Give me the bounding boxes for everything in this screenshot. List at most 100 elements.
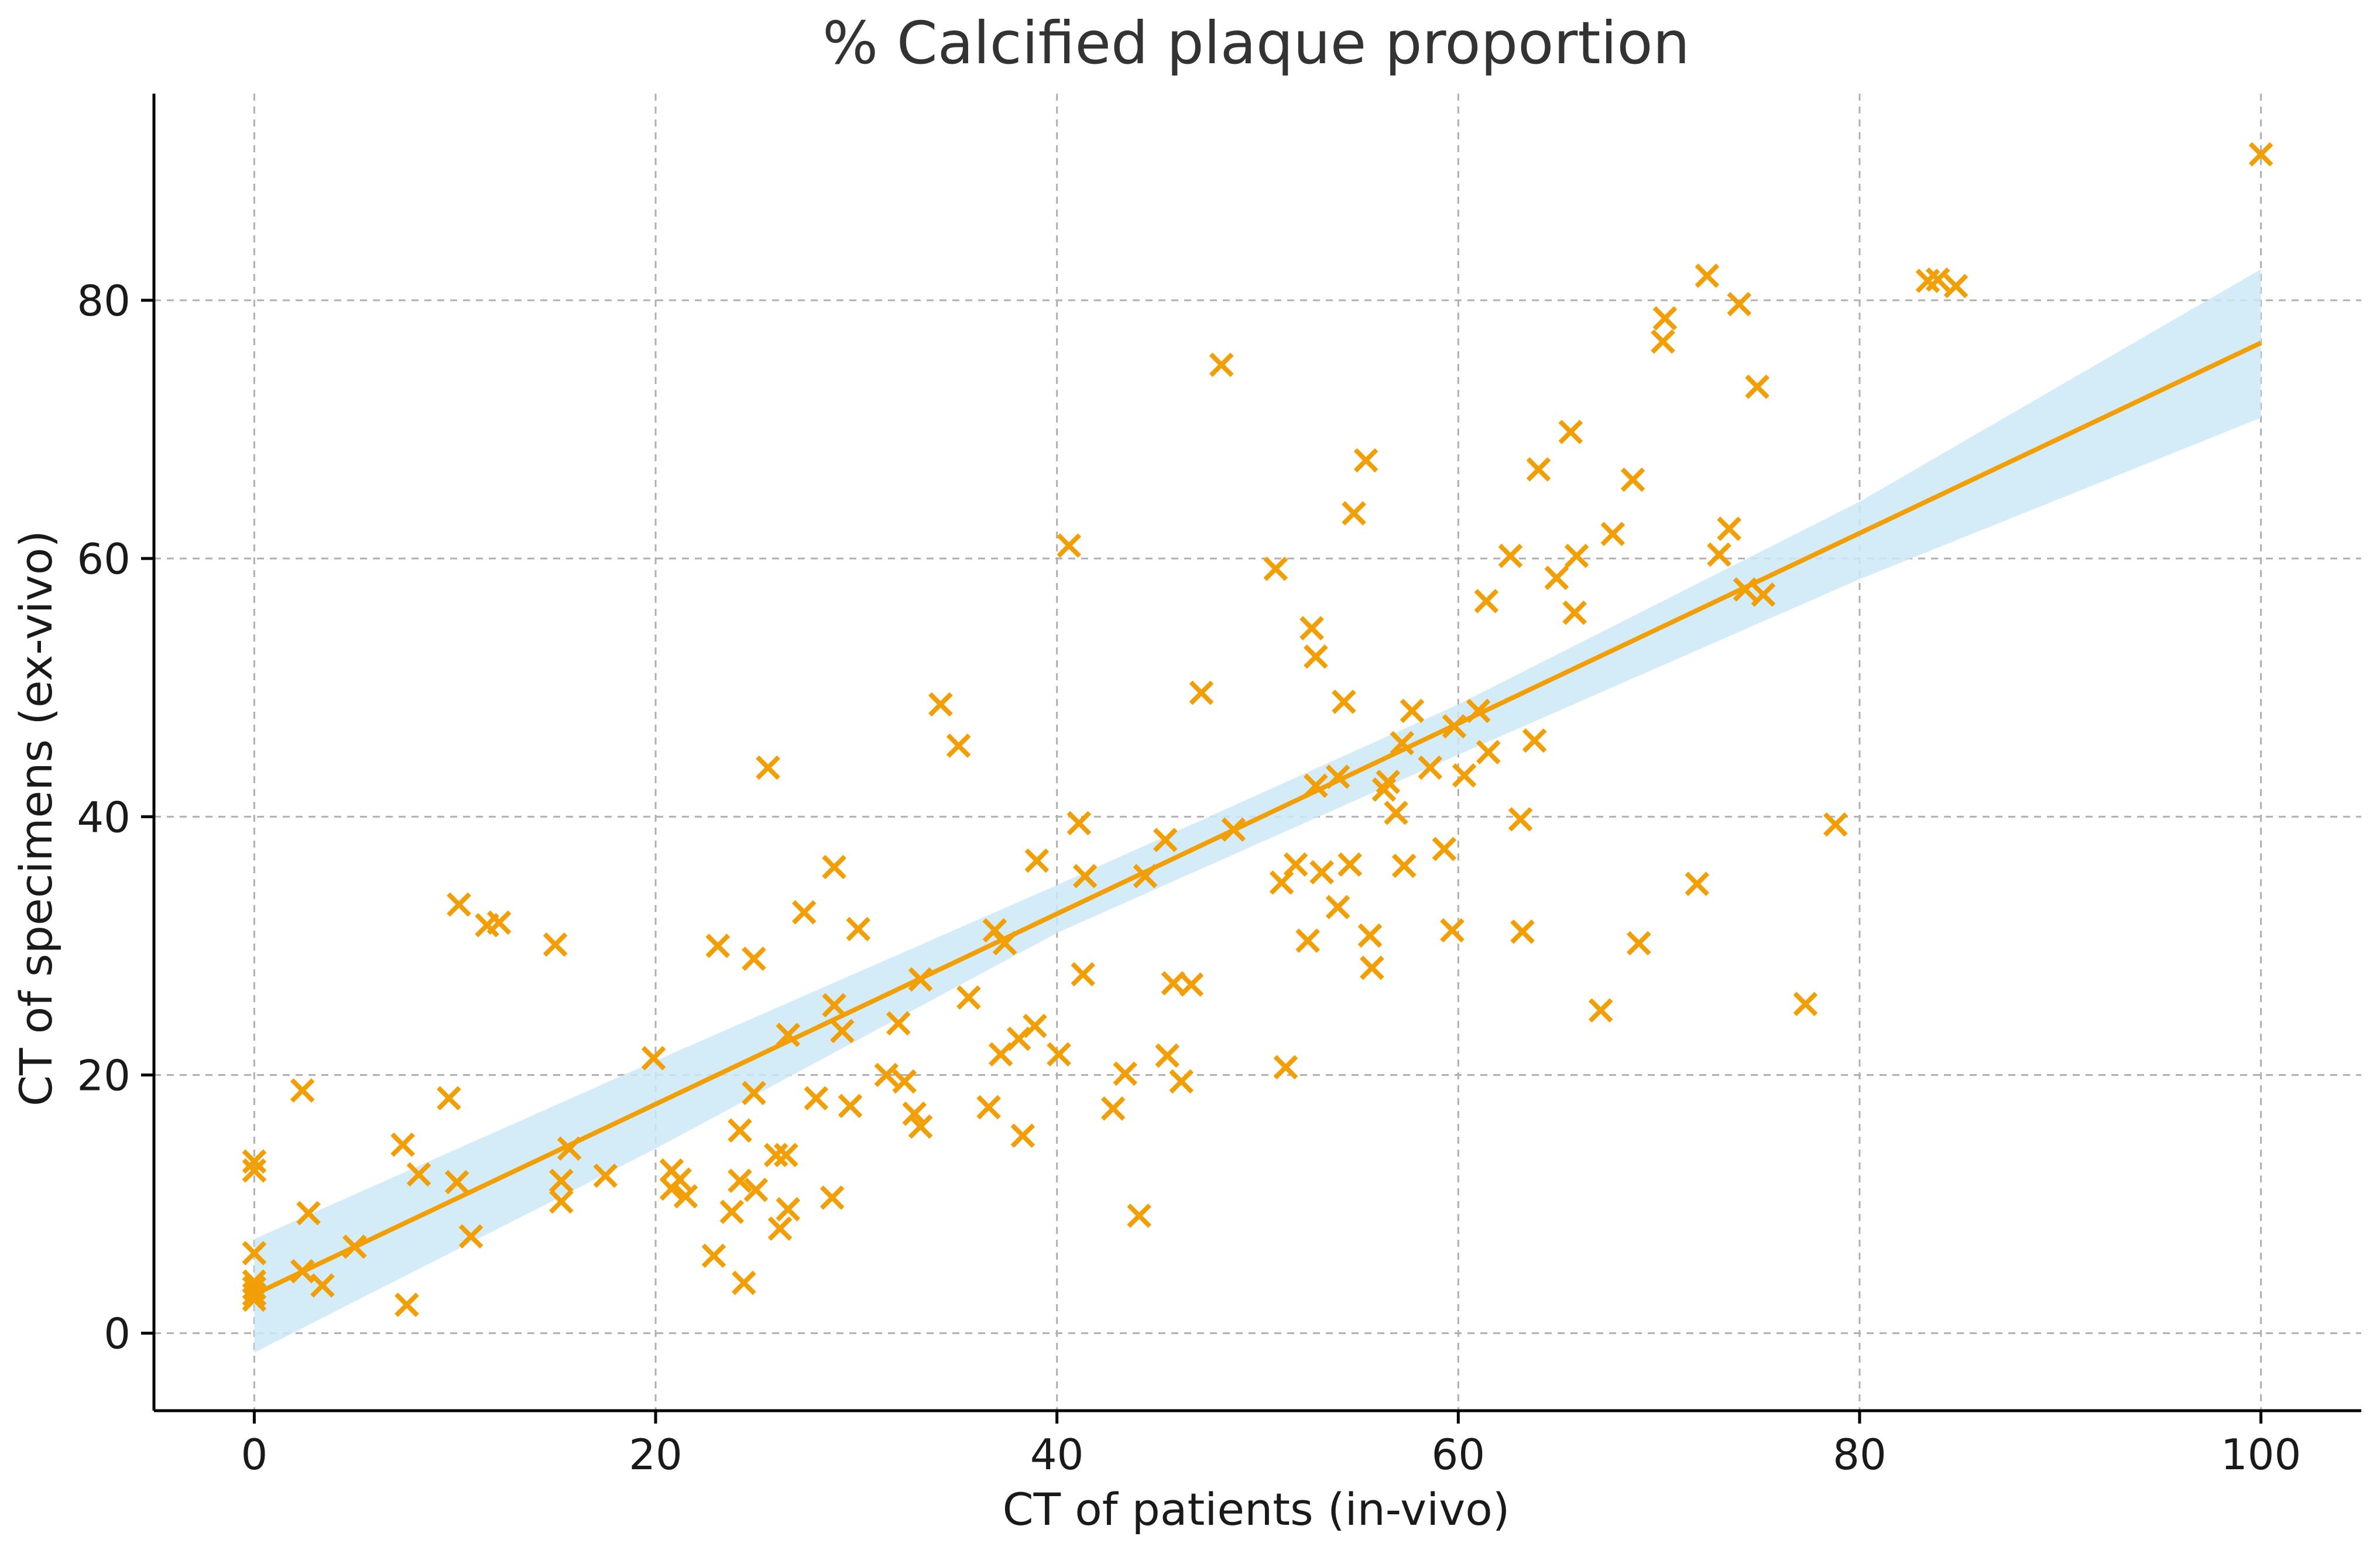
data-point — [406, 1162, 431, 1187]
data-point — [310, 1273, 335, 1298]
data-point — [804, 1086, 829, 1111]
data-point — [1925, 267, 1950, 292]
data-point — [1588, 998, 1613, 1023]
data-point — [1325, 894, 1350, 920]
data-point — [874, 1062, 899, 1088]
data-point — [908, 1114, 933, 1139]
x-tick-label: 40 — [1030, 1430, 1084, 1479]
data-point — [1510, 919, 1535, 944]
data-point — [846, 917, 871, 942]
x-tick-label: 80 — [1833, 1430, 1887, 1479]
data-point — [1390, 731, 1415, 756]
data-point — [1071, 962, 1096, 987]
data-point — [1452, 763, 1477, 788]
data-point — [673, 1184, 698, 1209]
data-point — [296, 1201, 321, 1226]
y-axis-label: CT of specimens (ex-vivo) — [10, 530, 62, 1106]
data-point — [242, 1282, 267, 1307]
data-point — [447, 892, 471, 917]
data-point — [1325, 764, 1350, 789]
x-tick-label: 0 — [241, 1430, 268, 1479]
data-point — [242, 1158, 267, 1183]
data-point — [1751, 582, 1776, 607]
x-axis-label: CT of patients (in-vivo) — [1003, 1483, 1510, 1535]
data-point — [1400, 698, 1425, 723]
data-point — [1440, 918, 1465, 943]
data-point — [1304, 773, 1328, 798]
data-point — [946, 733, 971, 758]
y-tick-label: 40 — [77, 793, 131, 842]
data-point — [437, 1086, 461, 1111]
data-point — [908, 967, 933, 992]
data-point — [1304, 644, 1328, 669]
data-point — [705, 934, 731, 958]
data-point — [1357, 923, 1383, 948]
data-point — [1189, 680, 1214, 705]
data-point — [892, 1069, 917, 1094]
data-point — [2248, 142, 2273, 167]
x-tick-label: 100 — [2221, 1430, 2301, 1479]
data-point — [822, 855, 846, 880]
data-point — [756, 755, 780, 780]
data-point — [719, 1199, 745, 1225]
data-point — [1169, 1069, 1194, 1094]
data-point — [1066, 811, 1092, 836]
data-point — [1179, 972, 1204, 997]
data-point — [543, 932, 568, 957]
data-point — [1695, 263, 1720, 288]
data-point — [1943, 273, 1969, 299]
data-point — [822, 993, 846, 1018]
data-point — [1376, 769, 1401, 794]
data-point — [242, 1241, 267, 1266]
data-point — [1544, 565, 1569, 591]
data-point — [1564, 543, 1589, 568]
y-axis-ticks: 0 20 40 60 80 — [77, 276, 154, 1359]
data-point — [1823, 812, 1848, 837]
data-point — [1295, 928, 1321, 953]
data-point — [395, 1292, 419, 1317]
data-point — [1562, 600, 1587, 625]
data-point — [1600, 522, 1625, 547]
data-point — [928, 692, 953, 717]
data-point — [1620, 467, 1645, 492]
data-point — [1745, 374, 1769, 399]
data-point — [1283, 852, 1308, 877]
data-point — [1047, 1042, 1071, 1067]
data-point — [390, 1132, 415, 1157]
data-point — [956, 985, 981, 1010]
data-point — [1263, 556, 1288, 581]
data-point — [1024, 848, 1050, 873]
data-point — [1273, 1055, 1298, 1080]
data-point — [1342, 501, 1366, 526]
data-point — [791, 900, 817, 925]
data-point — [1727, 292, 1752, 317]
data-point — [1384, 800, 1408, 825]
data-point — [1338, 852, 1363, 877]
data-point — [1353, 448, 1378, 473]
data-point — [1526, 457, 1551, 482]
y-tick-label: 80 — [77, 276, 131, 325]
x-axis-ticks: 0 20 40 60 80 100 — [241, 1411, 2301, 1479]
data-point — [902, 1101, 927, 1126]
data-point — [1299, 616, 1324, 641]
data-point — [1133, 863, 1158, 889]
data-point — [1793, 992, 1818, 1016]
data-point — [1442, 714, 1467, 739]
data-point — [1627, 931, 1651, 956]
data-point — [1072, 863, 1098, 889]
data-point — [1332, 690, 1356, 714]
data-point — [444, 1170, 469, 1195]
data-point — [819, 1185, 845, 1210]
data-point — [1733, 577, 1758, 602]
x-tick-label: 20 — [629, 1430, 683, 1479]
data-point — [486, 910, 512, 935]
data-point — [776, 1197, 801, 1222]
data-point — [1057, 533, 1082, 558]
data-point — [290, 1078, 315, 1103]
data-point — [549, 1189, 574, 1214]
data-point — [976, 1095, 1001, 1120]
data-point — [743, 1177, 769, 1202]
data-point — [593, 1163, 618, 1188]
data-point — [992, 931, 1017, 956]
data-point — [728, 1118, 752, 1143]
